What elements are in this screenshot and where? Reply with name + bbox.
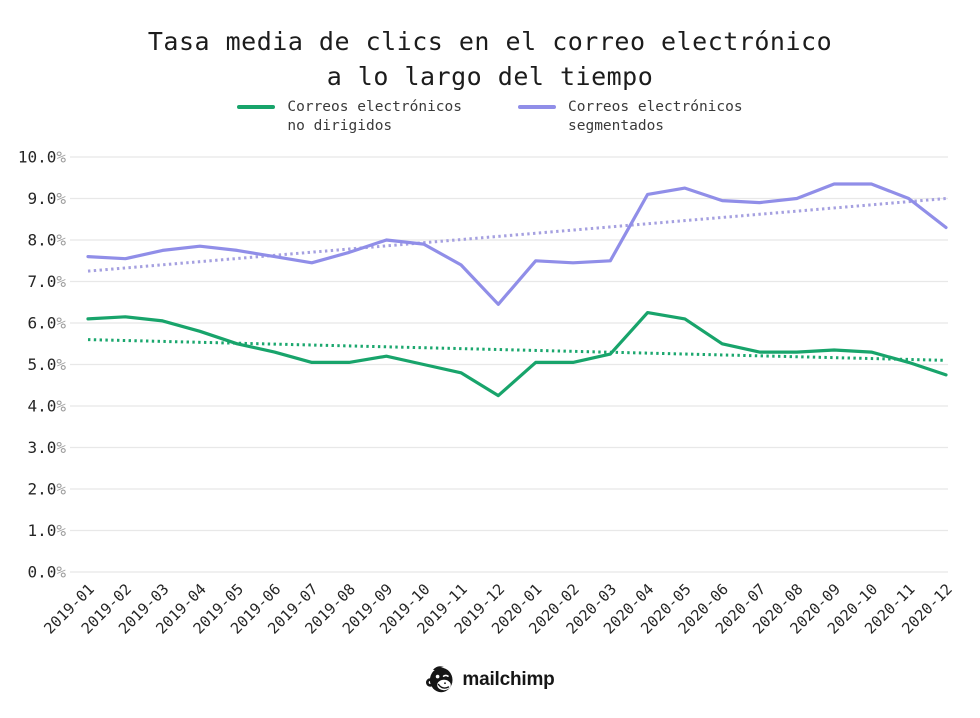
y-tick-label: 5.0% — [27, 355, 66, 374]
y-tick-label: 3.0% — [27, 438, 66, 457]
chart-title: Tasa media de clics en el correo electró… — [147, 27, 833, 91]
trendline-0 — [87, 338, 947, 362]
y-tick-label: 1.0% — [27, 521, 66, 540]
legend-swatch-green-icon — [237, 105, 276, 109]
y-tick-label: 2.0% — [27, 480, 66, 499]
mailchimp-freddie-logo-icon — [426, 666, 453, 693]
y-tick-label: 8.0% — [27, 231, 66, 250]
y-tick-label: 7.0% — [27, 272, 66, 291]
brand-wordmark: mailchimp — [462, 669, 555, 690]
y-tick-label: 0.0% — [27, 563, 66, 582]
y-tick-label: 6.0% — [27, 314, 66, 333]
legend-swatch-purple-icon — [518, 105, 556, 109]
chart-legend: Correos electrónicos no dirigidos Correo… — [0, 98, 980, 136]
y-tick-label: 4.0% — [27, 397, 66, 416]
legend-item-no-dirigidos: Correos electrónicos no dirigidos — [237, 98, 462, 136]
legend-label-segmentados: Correos electrónicos segmentados — [568, 99, 743, 134]
y-tick-label: 9.0% — [27, 189, 66, 208]
y-tick-label: 10.0% — [18, 148, 67, 167]
line-chart: 0.0% 1.0% 2.0% 3.0% 4.0% 5.0% 6.0% 7.0% 8.0% 9.0%… — [18, 148, 956, 638]
legend-label-no-dirigidos: Correos electrónicos no dirigidos — [287, 99, 462, 134]
trendline-1 — [87, 197, 947, 273]
series-line-0 — [86, 311, 948, 398]
series-line-1 — [86, 182, 948, 306]
legend-item-segmentados: Correos electrónicos segmentados — [518, 98, 743, 136]
brand-footer: mailchimp — [0, 664, 980, 696]
